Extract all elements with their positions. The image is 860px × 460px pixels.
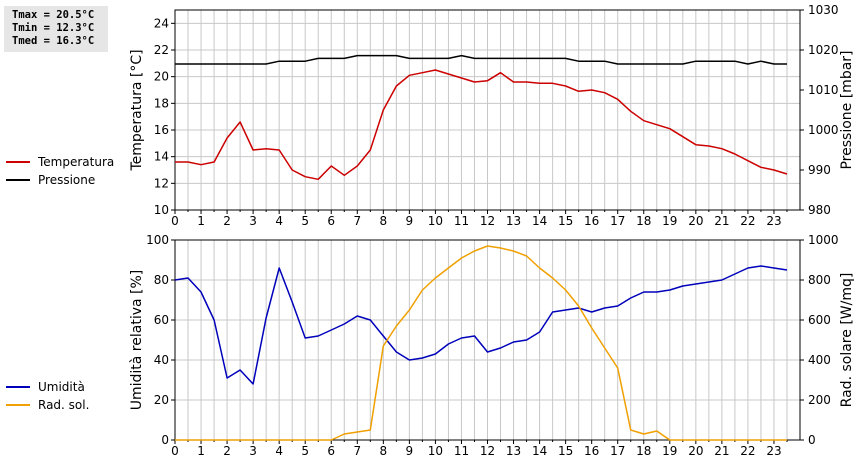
x-tick-label: 12 (480, 444, 495, 458)
left-tick-label: 12 (154, 176, 169, 190)
x-tick-label: 15 (558, 444, 573, 458)
legend-label-radiation: Rad. sol. (38, 398, 89, 412)
x-tick-label: 7 (353, 214, 361, 228)
right-tick-label: 400 (808, 353, 831, 367)
series-line-temperature (175, 69, 788, 181)
x-tick-label: 16 (584, 214, 599, 228)
x-tick-label: 18 (636, 214, 651, 228)
left-tick-label: 24 (154, 16, 169, 30)
stats-box: Tmax = 20.5°C Tmin = 12.3°C Tmed = 16.3°… (4, 6, 108, 52)
x-tick-label: 8 (380, 444, 388, 458)
x-tick-label: 18 (636, 444, 651, 458)
x-tick-label: 11 (454, 214, 469, 228)
series-line-pressure (175, 54, 787, 65)
x-tick-label: 13 (506, 214, 521, 228)
x-tick-label: 19 (662, 214, 677, 228)
x-tick-label: 12 (480, 214, 495, 228)
left-tick-label: 14 (154, 150, 169, 164)
stat-tmed: Tmed = 16.3°C (12, 35, 95, 47)
series-line-radiation (175, 245, 787, 441)
left-tick-label: 22 (154, 43, 169, 57)
x-tick-label: 4 (275, 214, 283, 228)
left-tick-label: 10 (154, 203, 169, 217)
right-tick-label: 0 (808, 433, 816, 447)
x-tick-label: 9 (406, 444, 414, 458)
x-tick-label: 2 (223, 214, 231, 228)
x-tick-label: 2 (223, 444, 231, 458)
x-tick-label: 15 (558, 214, 573, 228)
x-tick-label: 1 (197, 444, 205, 458)
left-tick-label: 20 (154, 70, 169, 84)
x-tick-label: 3 (249, 444, 257, 458)
right-tick-label: 1000 (808, 123, 839, 137)
x-tick-label: 1 (197, 214, 205, 228)
right-axis-label: Rad. solare [W/mq] (839, 273, 855, 408)
x-tick-label: 14 (532, 214, 547, 228)
right-tick-label: 1010 (808, 83, 839, 97)
x-tick-label: 4 (275, 444, 283, 458)
x-tick-label: 0 (171, 214, 179, 228)
x-tick-label: 8 (380, 214, 388, 228)
x-tick-label: 20 (688, 444, 703, 458)
x-tick-label: 3 (249, 214, 257, 228)
x-tick-label: 17 (610, 444, 625, 458)
legend-label-humidity: Umidità (38, 380, 85, 394)
x-tick-label: 7 (353, 444, 361, 458)
x-tick-label: 0 (171, 444, 179, 458)
legend-label-pressure: Pressione (38, 173, 95, 187)
x-tick-label: 22 (740, 214, 755, 228)
right-tick-label: 800 (808, 273, 831, 287)
right-tick-label: 1020 (808, 43, 839, 57)
right-tick-label: 200 (808, 393, 831, 407)
left-tick-label: 0 (161, 433, 169, 447)
left-tick-label: 18 (154, 96, 169, 110)
left-axis-label: Umidità relativa [%] (129, 270, 145, 411)
right-tick-label: 600 (808, 313, 831, 327)
x-tick-label: 5 (301, 444, 309, 458)
right-axis-label: Pressione [mbar] (839, 50, 855, 169)
x-tick-label: 20 (688, 214, 703, 228)
x-tick-label: 11 (454, 444, 469, 458)
left-tick-label: 20 (154, 393, 169, 407)
right-tick-label: 980 (808, 203, 831, 217)
legend-label-temperature: Temperatura (37, 155, 114, 169)
x-tick-label: 5 (301, 214, 309, 228)
x-tick-label: 19 (662, 444, 677, 458)
left-tick-label: 60 (154, 313, 169, 327)
right-tick-label: 1030 (808, 3, 839, 17)
x-tick-label: 16 (584, 444, 599, 458)
x-tick-label: 9 (406, 214, 414, 228)
left-tick-label: 40 (154, 353, 169, 367)
right-tick-label: 1000 (808, 233, 839, 247)
left-tick-label: 16 (154, 123, 169, 137)
x-tick-label: 21 (714, 214, 729, 228)
stat-tmin: Tmin = 12.3°C (12, 22, 95, 34)
stat-tmax: Tmax = 20.5°C (12, 9, 95, 21)
x-tick-label: 14 (532, 444, 547, 458)
left-tick-label: 80 (154, 273, 169, 287)
x-tick-label: 6 (327, 214, 335, 228)
left-tick-label: 100 (146, 233, 169, 247)
x-tick-label: 23 (766, 214, 781, 228)
x-tick-label: 13 (506, 444, 521, 458)
right-tick-label: 990 (808, 163, 831, 177)
x-tick-label: 22 (740, 444, 755, 458)
x-tick-label: 10 (428, 444, 443, 458)
series-line-humidity (174, 265, 788, 385)
x-tick-label: 17 (610, 214, 625, 228)
x-tick-label: 10 (428, 214, 443, 228)
x-tick-label: 23 (766, 444, 781, 458)
x-tick-label: 21 (714, 444, 729, 458)
x-tick-label: 6 (327, 444, 335, 458)
left-axis-label: Temperatura [°C] (129, 49, 145, 171)
